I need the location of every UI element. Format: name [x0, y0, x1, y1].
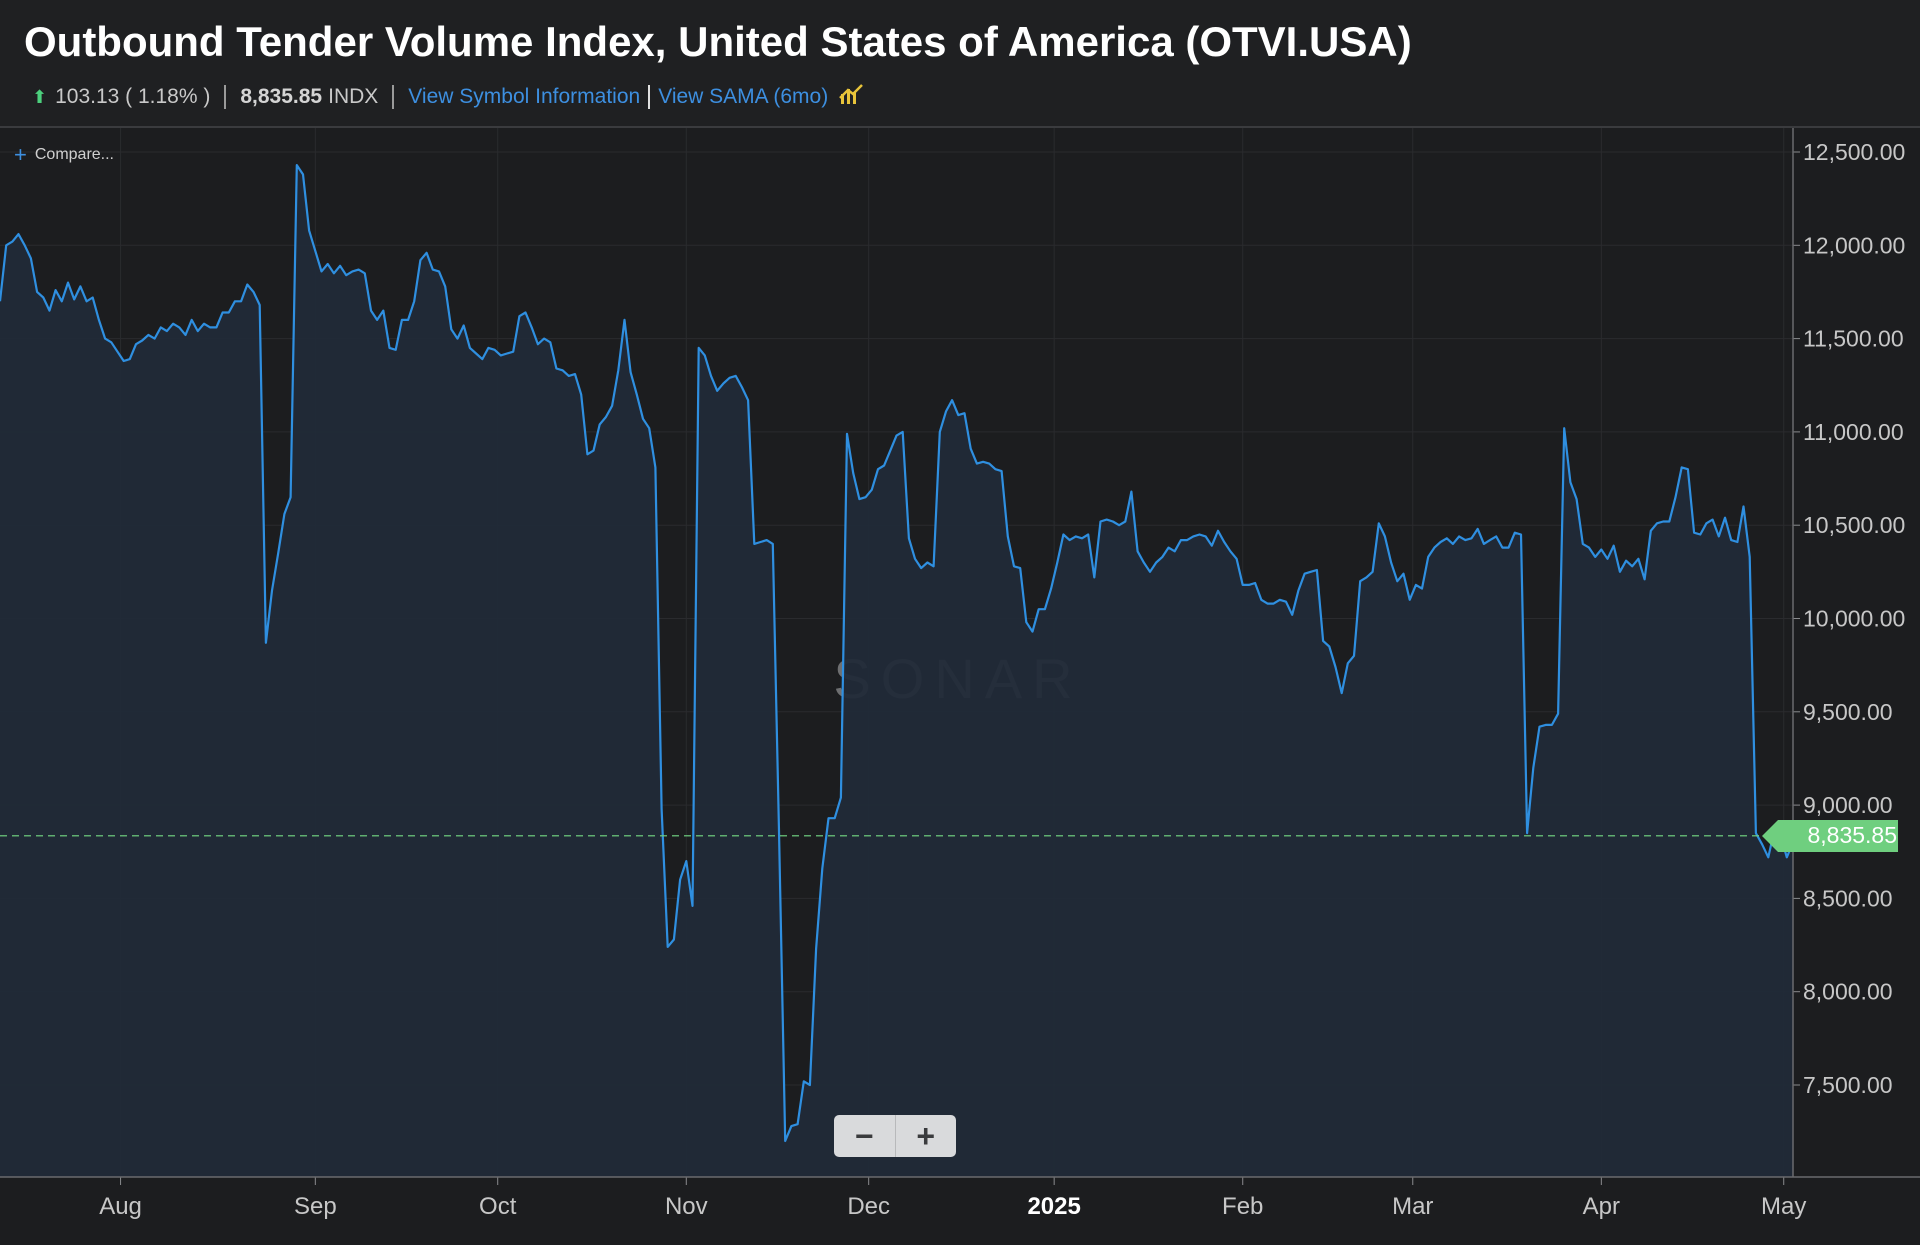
- x-tick-label: 2025: [1027, 1193, 1080, 1220]
- x-tick-label: May: [1761, 1193, 1806, 1220]
- unit-label: INDX: [328, 85, 379, 108]
- series-line: [0, 164, 1795, 1143]
- chart-area[interactable]: 12,500.00 12,000.00 11,500.00 11,000.00 10,5…: [0, 128, 1920, 1245]
- symbol-info-row: ⬆ 103.13 ( 1.18% ) 8,835.85 INDX View Sy…: [32, 82, 864, 112]
- x-tick-label: Mar: [1392, 1193, 1433, 1220]
- divider: [648, 85, 651, 109]
- y-tick-label: 10,500.00: [1803, 512, 1905, 538]
- y-tick-label: 10,000.00: [1803, 606, 1905, 632]
- current-price-label: 8,835.85: [1807, 822, 1897, 849]
- series-area: [0, 165, 1793, 1178]
- y-tick-label: 12,000.00: [1803, 232, 1905, 258]
- current-price-tag: 8,835.85: [1762, 819, 1898, 852]
- x-tick-label: Oct: [479, 1193, 517, 1220]
- change-value: 103.13 ( 1.18% ): [55, 85, 211, 108]
- y-tick-label: 7,500.00: [1803, 1072, 1893, 1098]
- x-tick-label: Dec: [847, 1193, 890, 1220]
- divider: [224, 85, 227, 109]
- y-tick-label: 8,000.00: [1803, 979, 1893, 1005]
- y-tick-label: 11,500.00: [1803, 326, 1904, 352]
- y-tick-label: 8,500.00: [1803, 885, 1893, 911]
- plus-icon: +: [14, 142, 27, 167]
- x-tick-label: Aug: [99, 1193, 142, 1220]
- y-tick-label: 9,500.00: [1803, 699, 1893, 725]
- last-value: 8,835.85: [240, 85, 323, 108]
- sama-chart-icon[interactable]: [838, 82, 864, 112]
- y-tick-label: 11,000.00: [1803, 419, 1904, 445]
- chart-title: Outbound Tender Volume Index, United Sta…: [24, 18, 1412, 65]
- up-arrow-icon: ⬆: [32, 86, 48, 107]
- price-chart[interactable]: 12,500.00 12,000.00 11,500.00 11,000.00 10,5…: [0, 128, 1920, 1245]
- x-tick-label: Sep: [294, 1193, 337, 1220]
- zoom-in-button[interactable]: +: [894, 1115, 957, 1157]
- divider: [392, 85, 395, 109]
- compare-label: Compare...: [34, 146, 114, 163]
- view-symbol-information-link[interactable]: View Symbol Information: [408, 85, 641, 108]
- view-sama-link[interactable]: View SAMA (6mo): [658, 85, 829, 108]
- x-tick-label: Nov: [665, 1193, 708, 1220]
- y-tick-label: 9,000.00: [1803, 792, 1893, 818]
- x-tick-label: Apr: [1583, 1193, 1620, 1220]
- x-tick-label: Feb: [1222, 1193, 1263, 1220]
- chart-header: Outbound Tender Volume Index, United Sta…: [0, 0, 1920, 128]
- y-tick-label: 12,500.00: [1803, 139, 1905, 165]
- compare-button[interactable]: + Compare...: [14, 142, 114, 167]
- zoom-out-button[interactable]: −: [854, 1117, 874, 1154]
- zoom-control: − +: [834, 1115, 956, 1157]
